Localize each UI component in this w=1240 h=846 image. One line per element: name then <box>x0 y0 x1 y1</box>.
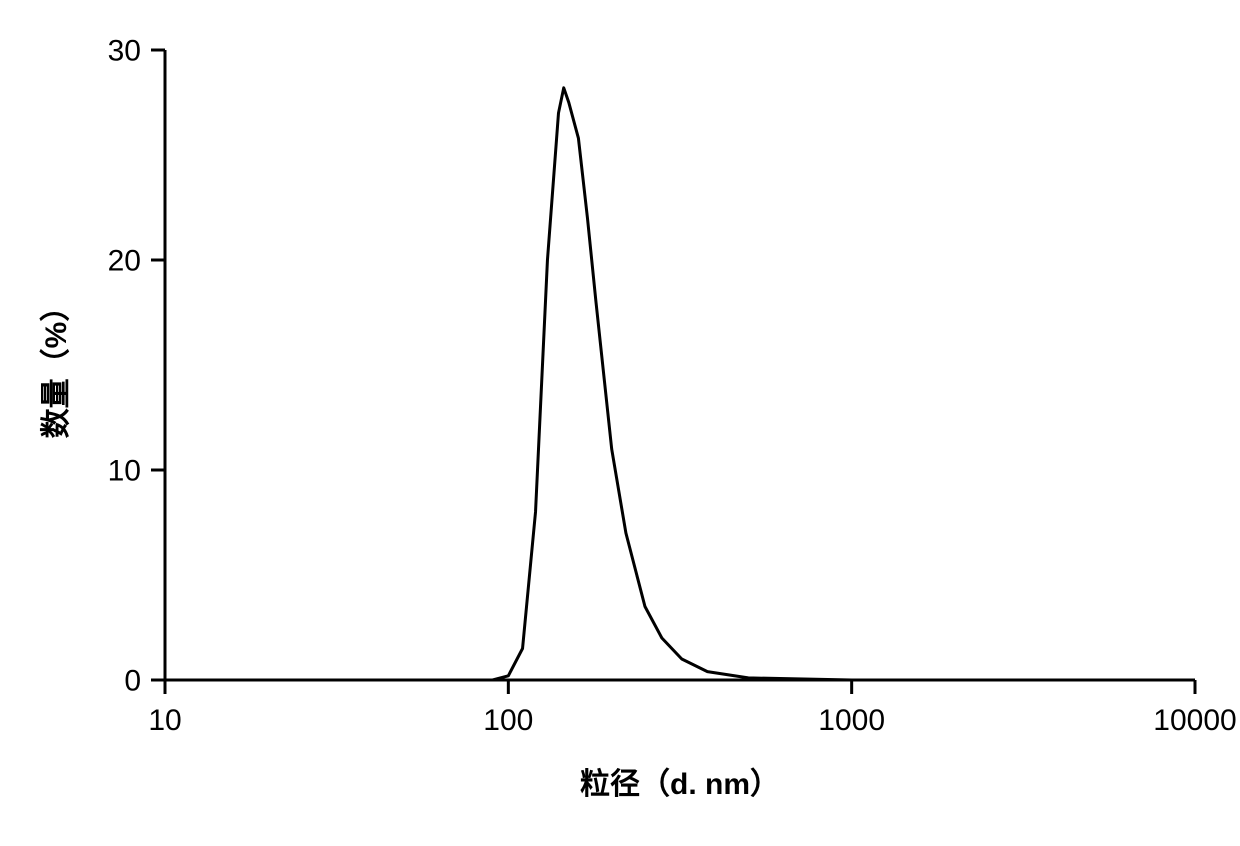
svg-text:数量（%）: 数量（%） <box>39 292 73 439</box>
svg-text:0: 0 <box>124 665 141 698</box>
svg-text:30: 30 <box>108 35 141 68</box>
svg-text:100: 100 <box>483 704 533 737</box>
svg-text:粒径（d. nm）: 粒径（d. nm） <box>580 767 780 801</box>
svg-text:20: 20 <box>108 245 141 278</box>
svg-text:10: 10 <box>108 455 141 488</box>
svg-text:10000: 10000 <box>1153 704 1236 737</box>
svg-text:1000: 1000 <box>818 704 885 737</box>
chart-svg: 101001000100000102030粒径（d. nm）数量（%） <box>0 0 1240 846</box>
particle-size-chart: 101001000100000102030粒径（d. nm）数量（%） <box>0 0 1240 846</box>
svg-text:10: 10 <box>148 704 181 737</box>
